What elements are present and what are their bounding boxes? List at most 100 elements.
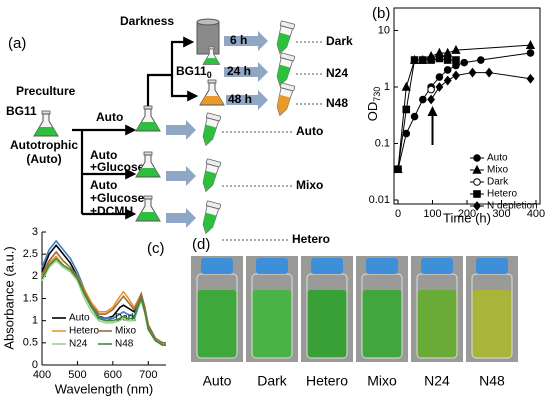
legend-label: Mixo	[115, 326, 137, 337]
marker	[410, 112, 419, 121]
legend-marker	[473, 201, 481, 211]
legend-label: Auto	[69, 313, 90, 324]
series-line	[41, 250, 166, 344]
panel-d: (d) Auto Dark Hetero Mixo N24 N48	[191, 236, 518, 389]
legend-label: Auto	[487, 153, 508, 164]
panel-a: (a) Preculture BG11 Autotrophic (Auto) A…	[6, 14, 353, 246]
bottle-cap	[256, 258, 288, 274]
bottle-cap	[366, 258, 398, 274]
x-tick-label: 400	[527, 208, 545, 220]
series-line	[41, 257, 166, 346]
tube	[198, 158, 222, 194]
marker	[435, 73, 444, 81]
bottle-liquid	[307, 290, 347, 358]
marker	[477, 56, 485, 64]
photo-label: Mixo	[367, 373, 397, 389]
marker	[460, 58, 469, 67]
bottle-cap	[421, 258, 453, 274]
y-axis-label: Absorbance (a.u.)	[1, 246, 16, 349]
marker	[427, 94, 436, 105]
y-tick-label: 10	[378, 24, 390, 36]
dark-box	[196, 21, 220, 55]
arrow	[166, 166, 196, 186]
x-tick-label: 700	[139, 369, 157, 381]
medium-base: BG11	[176, 64, 207, 78]
condition-label: +Glucose	[90, 191, 145, 205]
x-tick-label: 200	[458, 208, 476, 220]
panel-label: (b)	[372, 5, 390, 22]
y-tick-label: 0.5	[23, 337, 38, 349]
bottle-liquid	[197, 290, 237, 358]
panel-label: (d)	[192, 236, 210, 253]
marker	[402, 129, 411, 138]
marker	[525, 39, 536, 49]
flask	[135, 105, 161, 132]
tube	[198, 112, 222, 148]
time-label: 24 h	[227, 64, 251, 78]
y-tick-label: 1	[384, 81, 390, 93]
tube	[272, 52, 296, 88]
marker	[419, 56, 427, 64]
legend-label: Hetero	[487, 189, 517, 200]
time-label: 48 h	[228, 92, 252, 106]
marker	[419, 95, 427, 104]
photo-label: Dark	[257, 373, 288, 389]
preculture-label: Preculture	[16, 84, 76, 98]
photo-label: Hetero	[306, 373, 348, 389]
time-label: 6 h	[230, 33, 247, 47]
marker	[435, 82, 444, 92]
panel-label: (a)	[8, 35, 26, 52]
bottle-cap	[476, 258, 508, 274]
marker	[443, 56, 452, 64]
x-tick-label: 100	[423, 208, 441, 220]
arrow	[224, 31, 268, 51]
marker	[443, 75, 452, 86]
outcome-label: N24	[326, 66, 348, 80]
marker	[394, 165, 402, 174]
marker	[468, 67, 477, 78]
x-tick-label: 0	[395, 208, 401, 220]
legend-label: Hetero	[69, 326, 99, 337]
marker	[427, 85, 435, 94]
y-tick-label: 1	[32, 315, 38, 327]
photo-label: N48	[479, 373, 505, 389]
marker	[427, 56, 435, 64]
marker	[401, 81, 411, 91]
bottle-liquid	[417, 290, 457, 358]
strain-label: (Auto)	[26, 152, 61, 166]
series-line	[397, 57, 456, 170]
legend-label: N depletion	[487, 201, 538, 212]
tube	[198, 200, 222, 236]
marker	[451, 44, 461, 54]
y-axis-label-base: OD	[365, 102, 380, 122]
x-tick-label: 400	[33, 369, 51, 381]
strain-label: Autotrophic	[10, 138, 78, 152]
condition-label: Auto	[90, 178, 117, 192]
legend-label: Dark	[487, 177, 509, 188]
x-tick-label: 500	[68, 369, 86, 381]
condition-label: Auto	[90, 148, 117, 162]
chart: 0 100 200 300 400 0.01 0.1 1 10 (b) Time (h) OD730 A…	[365, 5, 545, 225]
y-tick-label: 1.5	[23, 292, 38, 304]
condition-label: +Glucose	[90, 160, 145, 174]
arrow	[166, 120, 196, 140]
legend-marker	[472, 164, 482, 174]
dark-box	[196, 18, 220, 26]
medium-sub: 0	[207, 70, 212, 80]
marker	[485, 67, 494, 78]
x-tick-label: 600	[104, 369, 122, 381]
flask	[199, 79, 225, 106]
y-axis-label: OD730	[365, 87, 382, 122]
medium-label: BG110	[176, 64, 212, 80]
x-axis-label: Wavelength (nm)	[55, 381, 154, 396]
bottle-cap	[201, 258, 233, 274]
bottle-liquid	[362, 290, 402, 358]
bottle-liquid	[472, 290, 512, 358]
y-tick-label: 2.5	[23, 248, 38, 260]
medium-label: BG11	[6, 104, 37, 118]
y-tick-label: 2	[32, 270, 38, 282]
y-tick-label: 0.01	[369, 194, 390, 206]
marker	[402, 105, 411, 114]
bottle-liquid	[252, 290, 292, 358]
